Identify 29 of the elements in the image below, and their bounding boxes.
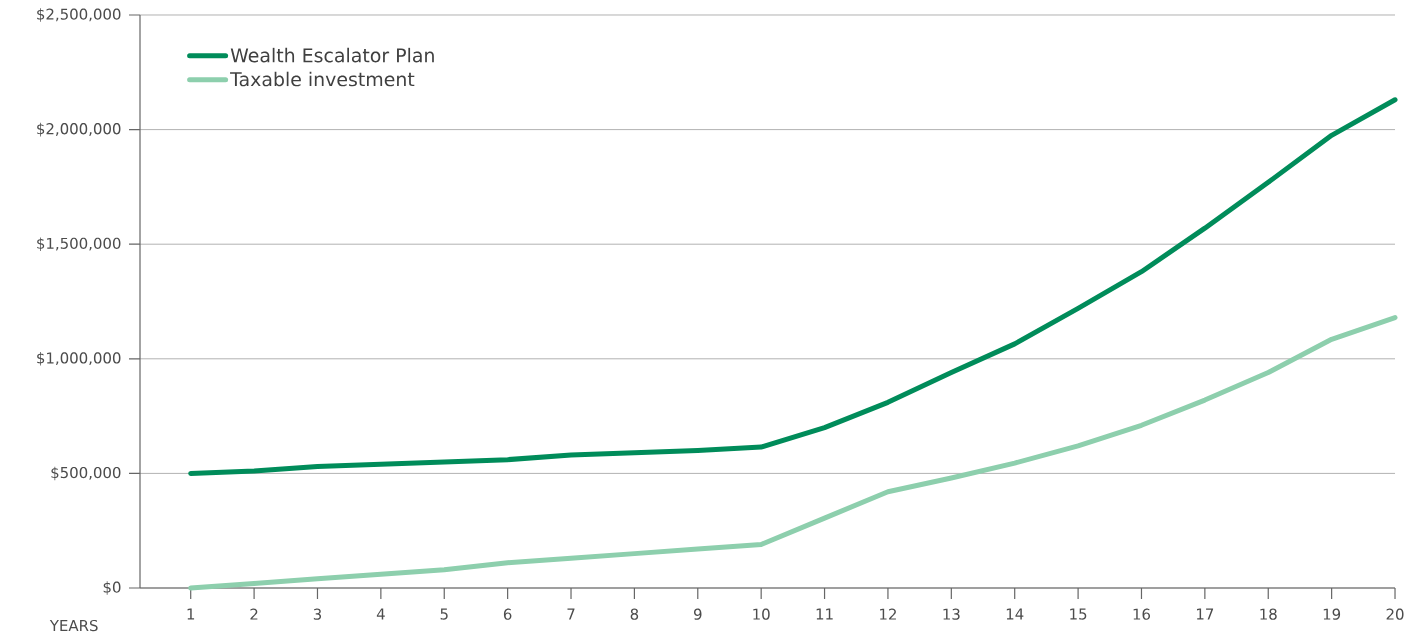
x-tick-label: 11 [816, 608, 833, 620]
x-axis-title: YEARS [49, 619, 98, 632]
x-tick-label: 19 [1323, 608, 1341, 620]
y-tick-label: $1,500,000 [37, 237, 121, 251]
x-tick-label: 9 [693, 608, 702, 620]
x-tick-label: 7 [567, 608, 575, 620]
y-tick-label: $2,000,000 [37, 122, 121, 137]
x-tick-label: 20 [1386, 608, 1404, 620]
x-tick-label: 16 [1133, 608, 1151, 620]
x-tick-label: 15 [1070, 608, 1087, 620]
y-tick-label: $1,000,000 [37, 352, 121, 366]
x-tick-label: 4 [376, 608, 385, 620]
x-tick-label: 17 [1196, 608, 1214, 620]
x-tick-label: 10 [753, 608, 770, 620]
x-tick-label: 13 [943, 608, 960, 620]
y-tick-label: $500,000 [51, 466, 121, 481]
x-tick-label: 14 [1006, 608, 1024, 620]
x-tick-label: 6 [503, 608, 512, 620]
x-tick-label: 8 [630, 608, 639, 620]
x-tick-label: 12 [880, 608, 896, 620]
y-tick-label: $2,500,000 [37, 8, 121, 22]
y-tick-label: $0 [103, 581, 121, 595]
x-tick-label: 1 [187, 608, 195, 620]
x-tick-label: 3 [313, 608, 322, 620]
x-tick-label: 5 [440, 608, 448, 620]
x-tick-label: 18 [1260, 608, 1277, 620]
legend-label: Taxable investment [230, 71, 415, 87]
x-tick-label: 2 [250, 608, 258, 620]
legend-label: Wealth Escalator Plan [230, 47, 434, 63]
